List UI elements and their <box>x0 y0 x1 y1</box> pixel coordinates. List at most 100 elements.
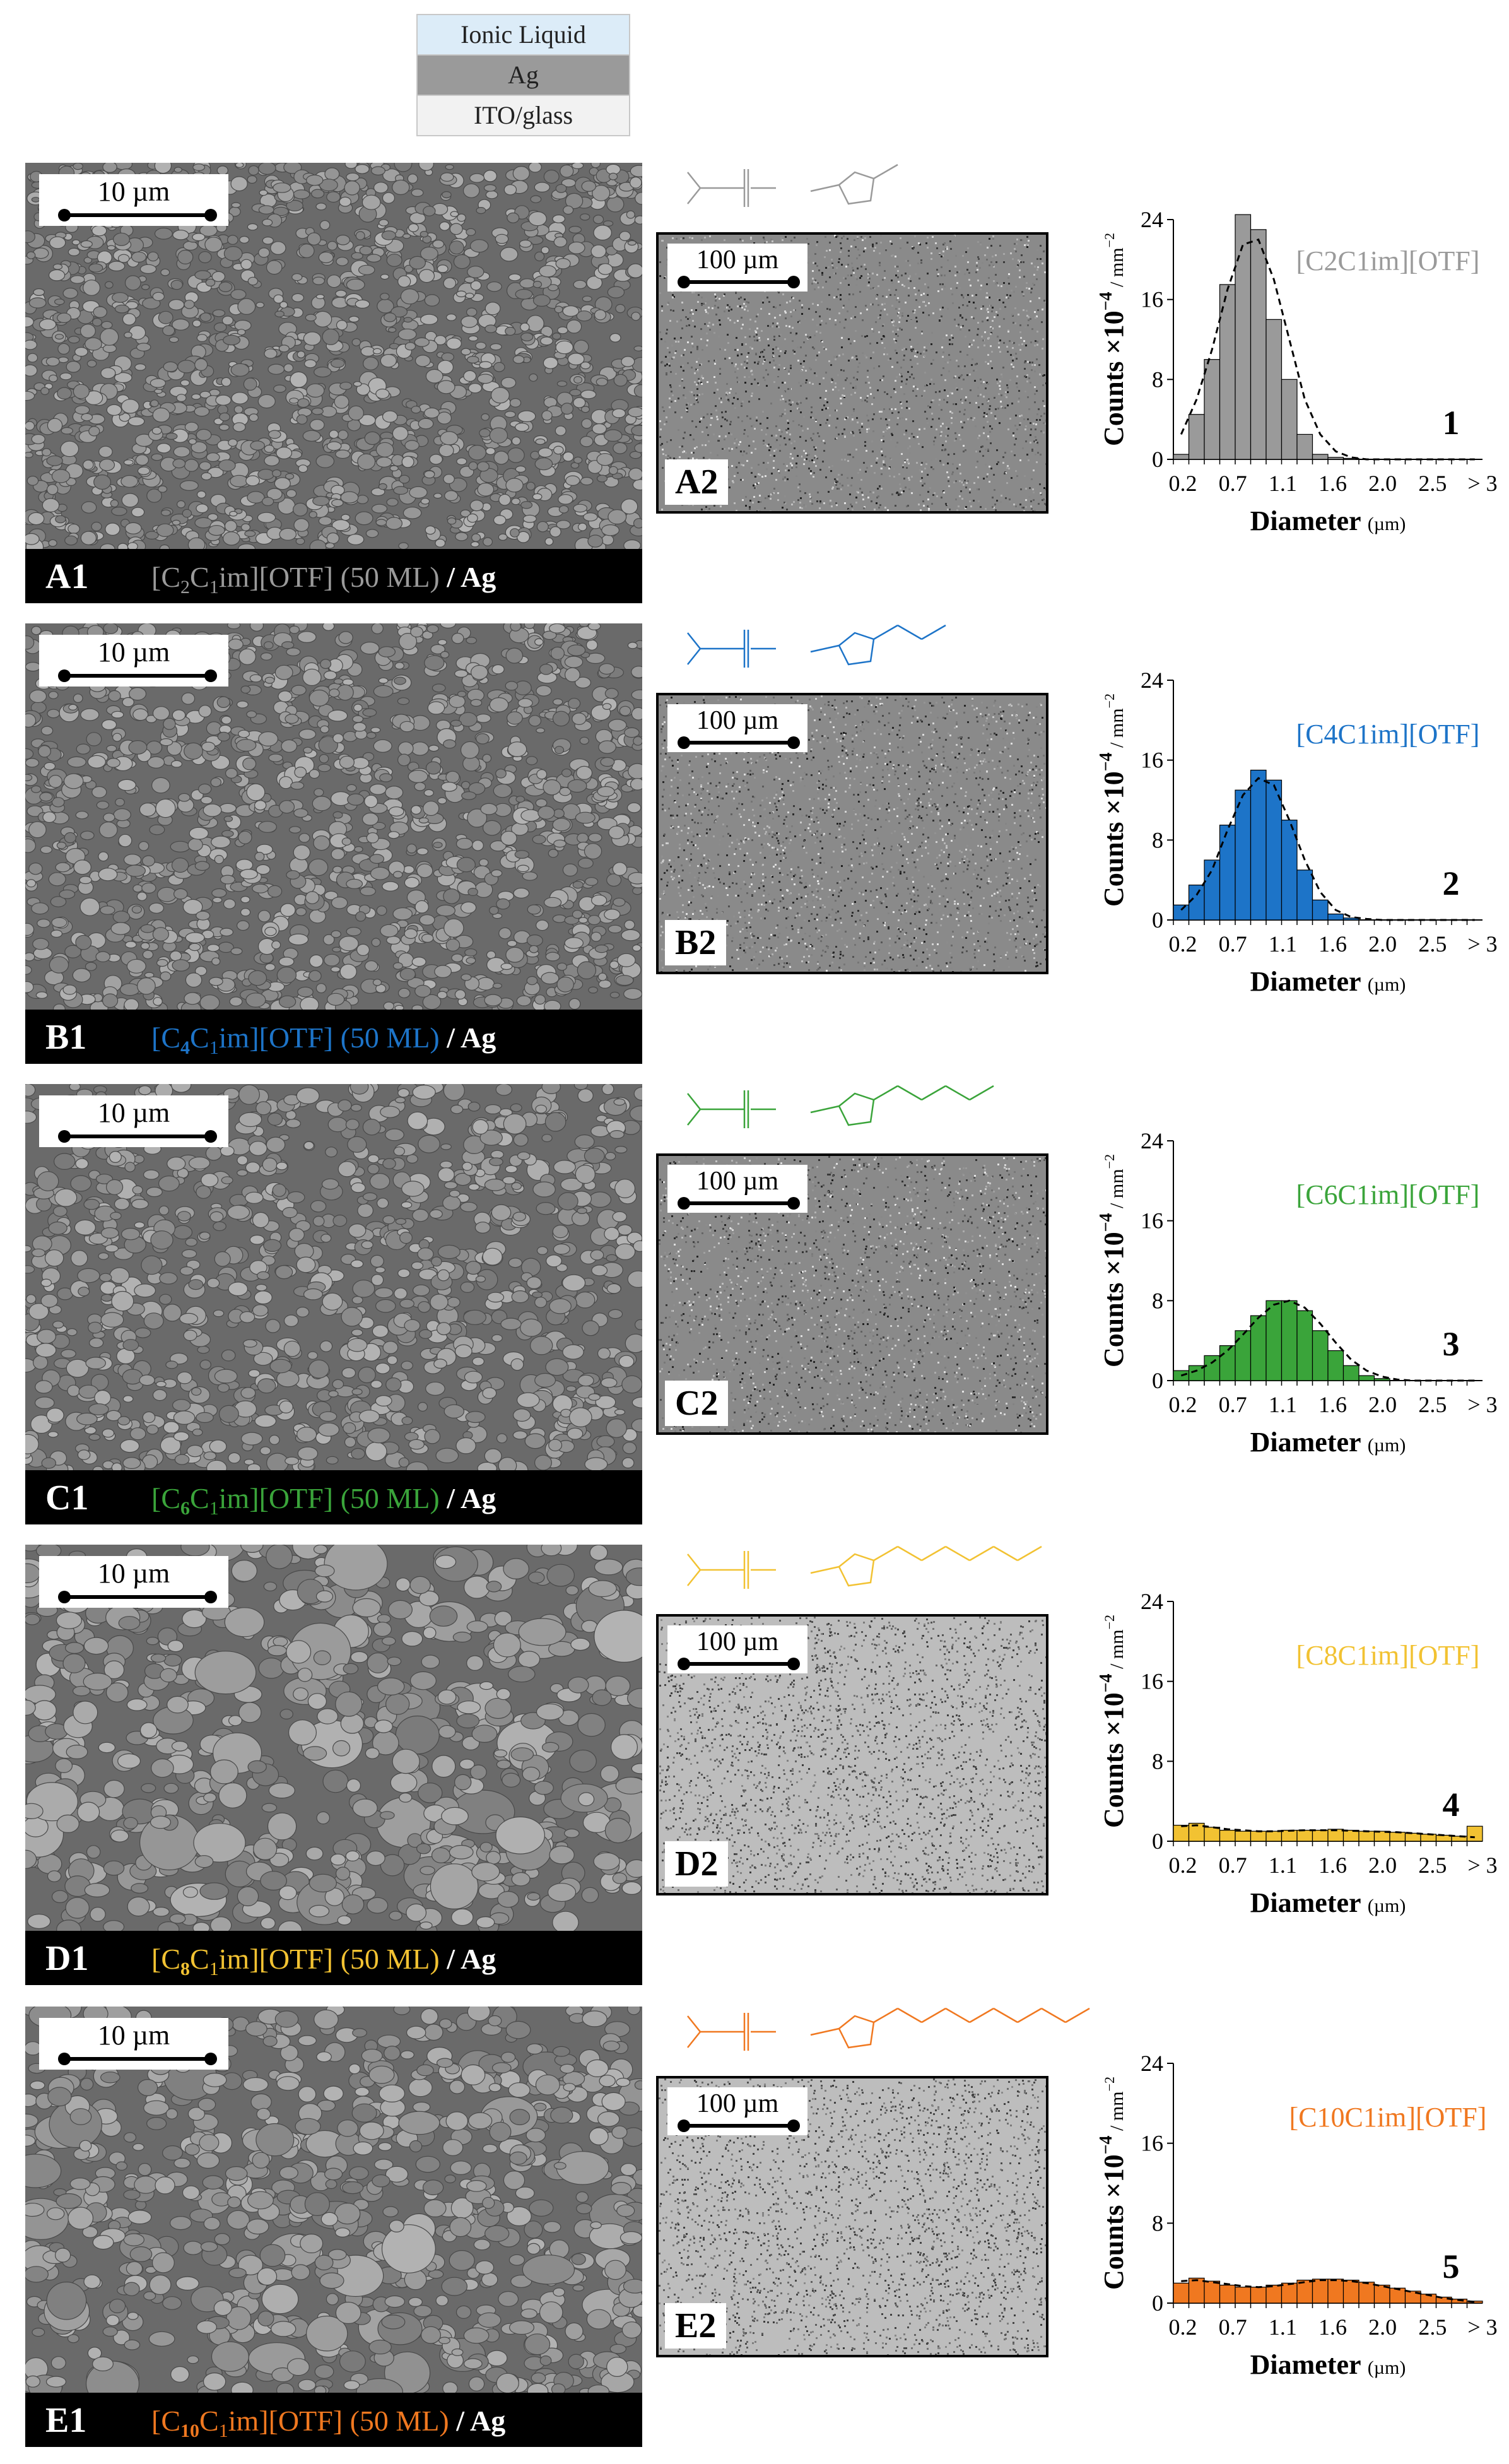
x-tick-label: 2.5 <box>1418 2314 1447 2340</box>
y-tick-label: 24 <box>1141 1589 1163 1614</box>
sem-caption-text: [C10C1im][OTF] (50 ML) / Ag <box>151 2404 505 2437</box>
sem-panel-code: C1 <box>45 1478 88 1518</box>
y-axis-label: Counts ×10−4 / mm−2 <box>1096 693 1129 907</box>
histogram-bar <box>1173 1825 1189 1841</box>
optical-scale-bar: 100 µm <box>667 1625 807 1673</box>
histogram-number: 5 <box>1443 2248 1460 2285</box>
scale-bar-line <box>64 674 211 678</box>
x-tick-label: 0.7 <box>1219 931 1247 957</box>
histogram-bar <box>1220 1830 1236 1841</box>
histogram-bar <box>1328 2279 1344 2303</box>
sem-scale-bar: 10 µm <box>39 1095 228 1147</box>
layer-ag: Ag <box>418 56 629 96</box>
x-tick-label: 2.0 <box>1368 931 1397 957</box>
sem-scale-label: 10 µm <box>39 2019 228 2051</box>
histogram-bar <box>1204 360 1220 459</box>
metal-label: / Ag <box>447 1943 496 1975</box>
histogram-bar <box>1235 1331 1251 1381</box>
sem-caption-text: [C2C1im][OTF] (50 ML) / Ag <box>151 560 496 594</box>
il-formula: [C4C1im][OTF] (50 ML) <box>151 1022 447 1054</box>
y-axis-label: Counts ×10−4 / mm−2 <box>1096 1154 1129 1367</box>
scale-bar-line <box>64 213 211 217</box>
histogram-bar <box>1220 2285 1236 2304</box>
y-tick-label: 0 <box>1152 1368 1163 1393</box>
histogram-bar <box>1375 1379 1390 1381</box>
x-tick-label: 0.7 <box>1219 1392 1247 1417</box>
histogram-bar <box>1421 1834 1436 1841</box>
il-formula: [C8C1im][OTF] (50 ML) <box>151 1943 447 1975</box>
histogram-bar <box>1297 870 1313 920</box>
x-tick-label: 0.7 <box>1219 2314 1247 2340</box>
x-tick-label: 1.1 <box>1269 1853 1297 1878</box>
sem-caption: A1 [C2C1im][OTF] (50 ML) / Ag <box>25 549 642 603</box>
x-tick-label: 1.6 <box>1318 1392 1347 1417</box>
x-tick-label: 0.2 <box>1169 2314 1197 2340</box>
y-tick-label: 16 <box>1141 1208 1163 1234</box>
histogram-bar <box>1235 2287 1251 2303</box>
histogram-bar <box>1297 434 1313 459</box>
histogram-bar <box>1204 860 1220 920</box>
histogram-bar <box>1282 379 1298 459</box>
scale-bar-line <box>64 1595 211 1599</box>
y-tick-label: 0 <box>1152 2290 1163 2316</box>
scale-bar-line <box>684 1662 794 1666</box>
series-label: [C10C1im][OTF] <box>1289 2102 1487 2133</box>
x-tick-label: > 3 <box>1467 931 1497 957</box>
il-formula: [C10C1im][OTF] (50 ML) <box>151 2405 456 2437</box>
scale-bar-line <box>64 2057 211 2061</box>
optical-panel-code: A2 <box>665 459 728 505</box>
sem-scale-bar: 10 µm <box>39 635 228 687</box>
histogram-bar <box>1266 780 1282 920</box>
histogram-bar <box>1467 1826 1483 1841</box>
x-tick-label: 0.2 <box>1169 471 1197 496</box>
scale-bar-line <box>684 741 794 745</box>
layer-ionic-liquid: Ionic Liquid <box>418 15 629 56</box>
sem-image: 10 µm <box>25 1084 642 1470</box>
histogram-bar <box>1328 914 1344 921</box>
histogram-bar <box>1251 1316 1267 1381</box>
series-label: [C4C1im][OTF] <box>1296 719 1480 750</box>
x-axis-label: Diameter (µm) <box>1250 2349 1406 2380</box>
layer-stack-diagram: Ionic Liquid Ag ITO/glass <box>416 14 630 136</box>
sem-image: 10 µm <box>25 163 642 549</box>
histogram-bar <box>1235 1831 1251 1841</box>
optical-scale-bar: 100 µm <box>667 244 807 292</box>
metal-label: / Ag <box>447 1022 496 1054</box>
series-label: [C2C1im][OTF] <box>1296 245 1480 276</box>
histogram-bar <box>1251 1831 1267 1841</box>
optical-scale-label: 100 µm <box>667 1627 807 1657</box>
chemical-structure <box>669 1078 1148 1141</box>
histogram-bar <box>1235 790 1251 920</box>
x-tick-label: 2.0 <box>1368 471 1397 496</box>
x-tick-label: > 3 <box>1467 471 1497 496</box>
x-tick-label: > 3 <box>1467 2314 1497 2340</box>
y-tick-label: 8 <box>1152 1288 1163 1313</box>
x-tick-label: 2.5 <box>1418 1392 1447 1417</box>
x-tick-label: 1.1 <box>1269 2314 1297 2340</box>
histogram-bar <box>1297 1311 1313 1381</box>
optical-scale-bar: 100 µm <box>667 1165 807 1213</box>
y-tick-label: 8 <box>1152 1748 1163 1774</box>
il-formula: [C6C1im][OTF] (50 ML) <box>151 1482 447 1514</box>
optical-scale-bar: 100 µm <box>667 2087 807 2135</box>
histogram-bar <box>1173 2283 1189 2303</box>
histogram-bar <box>1204 1827 1220 1841</box>
histogram-bar <box>1282 2283 1298 2303</box>
y-tick-label: 8 <box>1152 2210 1163 2236</box>
sem-caption-text: [C4C1im][OTF] (50 ML) / Ag <box>151 1021 496 1054</box>
sem-scale-label: 10 µm <box>39 1557 228 1589</box>
histogram-bar <box>1266 319 1282 459</box>
histogram-bar <box>1359 2282 1375 2303</box>
histogram-bar <box>1220 1346 1236 1381</box>
il-formula: [C2C1im][OTF] (50 ML) <box>151 561 447 593</box>
histogram-bar <box>1251 2287 1267 2303</box>
metal-label: / Ag <box>447 561 496 593</box>
histogram-bar <box>1390 2288 1406 2303</box>
x-axis-label: Diameter (µm) <box>1250 966 1406 997</box>
histogram-number: 3 <box>1443 1325 1460 1363</box>
scale-bar-line <box>64 1135 211 1138</box>
y-tick-label: 0 <box>1152 907 1163 933</box>
